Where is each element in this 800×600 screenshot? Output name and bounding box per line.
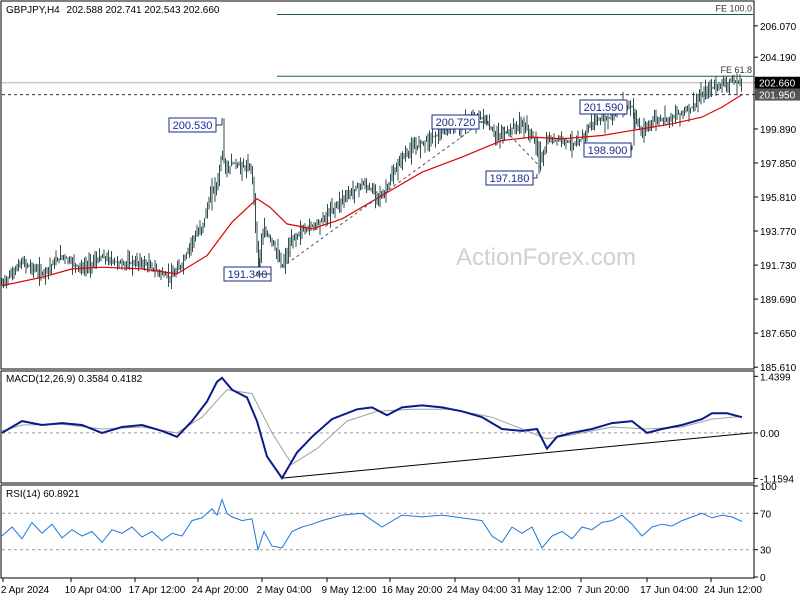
symbol-label: GBPJPY,H4 xyxy=(6,5,60,16)
x-axis-label: 7 Jun 20:00 xyxy=(577,585,630,596)
rsi-line xyxy=(1,498,743,552)
price-axis-label: 189.690 xyxy=(760,295,797,306)
price-axis-label: 191.730 xyxy=(760,261,797,272)
x-axis-label: 2 May 04:00 xyxy=(256,585,311,596)
price-axis-label: 206.070 xyxy=(760,22,797,33)
pivot-label-text: 198.900 xyxy=(588,145,628,157)
x-axis-label: 17 Jun 04:00 xyxy=(640,585,698,596)
rsi-axis-label: 0 xyxy=(760,573,766,584)
macd-indicator: 1.4399 0.00 -1.1594 xyxy=(1,372,794,485)
macd-panel-frame xyxy=(0,370,755,484)
macd-axis-label: 0.00 xyxy=(760,429,780,440)
fib-level-label: FE 100.0 xyxy=(715,4,752,14)
price-axis-label: 185.610 xyxy=(760,363,797,374)
current-price-tag: 202.660 xyxy=(759,79,796,90)
macd-trendline xyxy=(281,432,753,479)
watermark: ActionForex.com xyxy=(456,244,636,271)
level-price-tag: 201.950 xyxy=(759,91,796,102)
level-price-tag-bg xyxy=(755,88,800,101)
price-bars xyxy=(1,73,742,289)
x-axis-label: 17 Apr 12:00 xyxy=(129,585,186,596)
macd-line xyxy=(1,376,743,480)
x-axis-label: 24 Jun 12:00 xyxy=(704,585,762,596)
rsi-title: RSI(14) 60.8921 xyxy=(6,489,80,500)
pivot-label-text: 200.720 xyxy=(436,117,476,129)
x-axis-label: 9 May 12:00 xyxy=(321,585,376,596)
price-axis-label: 193.770 xyxy=(760,227,797,238)
ohlc-values: 202.588 202.741 202.543 202.660 xyxy=(67,5,220,16)
moving-average-line xyxy=(1,94,743,287)
rsi-axis-label: 100 xyxy=(760,482,777,493)
pivot-label-text: 191.340 xyxy=(228,269,268,281)
x-axis-label: 31 May 12:00 xyxy=(511,585,572,596)
price-axis-label: 195.810 xyxy=(760,193,797,204)
dashed-segment xyxy=(501,126,543,170)
rsi-axis-label: 30 xyxy=(760,546,772,557)
pivot-label-text: 201.590 xyxy=(584,102,624,114)
symbol-header: GBPJPY,H4 202.588 202.741 202.543 202.66… xyxy=(6,5,220,16)
price-axis-label: 187.650 xyxy=(760,329,797,340)
pivot-label-text: 200.530 xyxy=(173,120,213,132)
price-overlays xyxy=(1,94,743,287)
x-axis-label: 24 May 04:00 xyxy=(447,585,508,596)
price-axis-label: 204.190 xyxy=(760,53,797,64)
macd-axis-label: 1.4399 xyxy=(760,372,791,383)
trend-line xyxy=(281,121,483,268)
pivot-label-text: 197.180 xyxy=(490,173,530,185)
macd-axis-label: -1.1594 xyxy=(760,474,794,485)
x-axis: 2 Apr 2024 10 Apr 04:00 17 Apr 12:00 24 Apr… xyxy=(1,578,762,596)
price-axis-label: 197.850 xyxy=(760,159,797,170)
macd-title: MACD(12,26,9) 0.3584 0.4182 xyxy=(6,374,143,385)
price-grid: FE 100.0 FE 61.8 xyxy=(2,4,754,96)
rsi-axis-label: 70 xyxy=(760,509,772,520)
price-axis-label: 199.890 xyxy=(760,125,797,136)
rsi-panel-frame xyxy=(0,484,755,579)
x-axis-label: 24 Apr 20:00 xyxy=(192,585,249,596)
x-axis-label: 16 May 20:00 xyxy=(382,585,443,596)
rsi-indicator: 100 70 30 0 xyxy=(1,482,777,584)
x-axis-label: 2 Apr 2024 xyxy=(1,585,50,596)
fib-level-label: FE 61.8 xyxy=(720,65,752,75)
current-price-tag-bg xyxy=(755,76,800,89)
x-axis-label: 10 Apr 04:00 xyxy=(65,585,122,596)
macd-signal-line xyxy=(1,389,743,465)
price-panel-frame xyxy=(0,0,755,370)
price-labels: 200.530 191.340 200.720 197.180 201.590 198.9… xyxy=(168,99,633,282)
